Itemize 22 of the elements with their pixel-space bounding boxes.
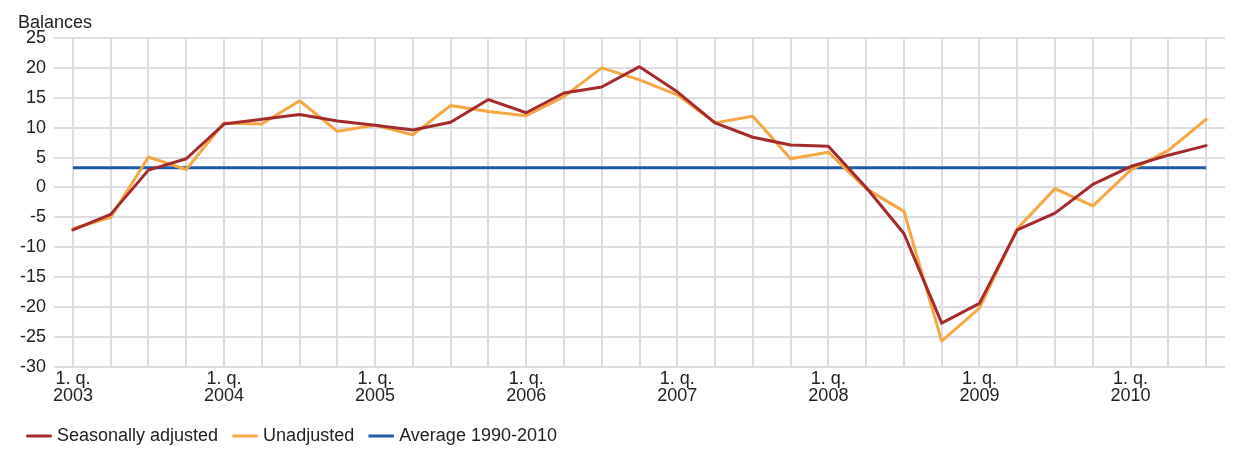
y-tick-label: -15 xyxy=(20,266,47,287)
y-tick-label: 15 xyxy=(25,86,47,107)
y-tick-label: 20 xyxy=(25,56,47,77)
y-tick-label: -20 xyxy=(20,295,47,316)
y-tick-label: 10 xyxy=(25,116,47,137)
y-tick-label: 0 xyxy=(36,176,47,197)
y-tick-label: -5 xyxy=(30,206,47,227)
x-tick-label: 1. q. 2009 xyxy=(959,368,1000,406)
y-tick-label: -25 xyxy=(20,325,47,346)
x-tick-label: 1. q. 2008 xyxy=(808,368,849,406)
y-tick-label: -10 xyxy=(20,236,47,257)
legend-label: Unadjusted xyxy=(263,424,355,445)
x-tick-label: 1. q. 2004 xyxy=(203,368,245,406)
x-tick-label: 1. q. 2006 xyxy=(506,368,547,406)
x-tick-label: 1. q. 2003 xyxy=(52,368,93,406)
y-tick-label: -30 xyxy=(20,355,47,376)
x-tick-label: 1. q. 2010 xyxy=(1110,368,1151,406)
x-tick-label: 1. q. 2005 xyxy=(355,368,396,406)
y-tick-label: 5 xyxy=(36,146,47,167)
legend-label: Average 1990-2010 xyxy=(399,424,557,445)
legend-label: Seasonally adjusted xyxy=(57,424,219,445)
x-tick-label: 1. q. 2007 xyxy=(657,368,698,406)
